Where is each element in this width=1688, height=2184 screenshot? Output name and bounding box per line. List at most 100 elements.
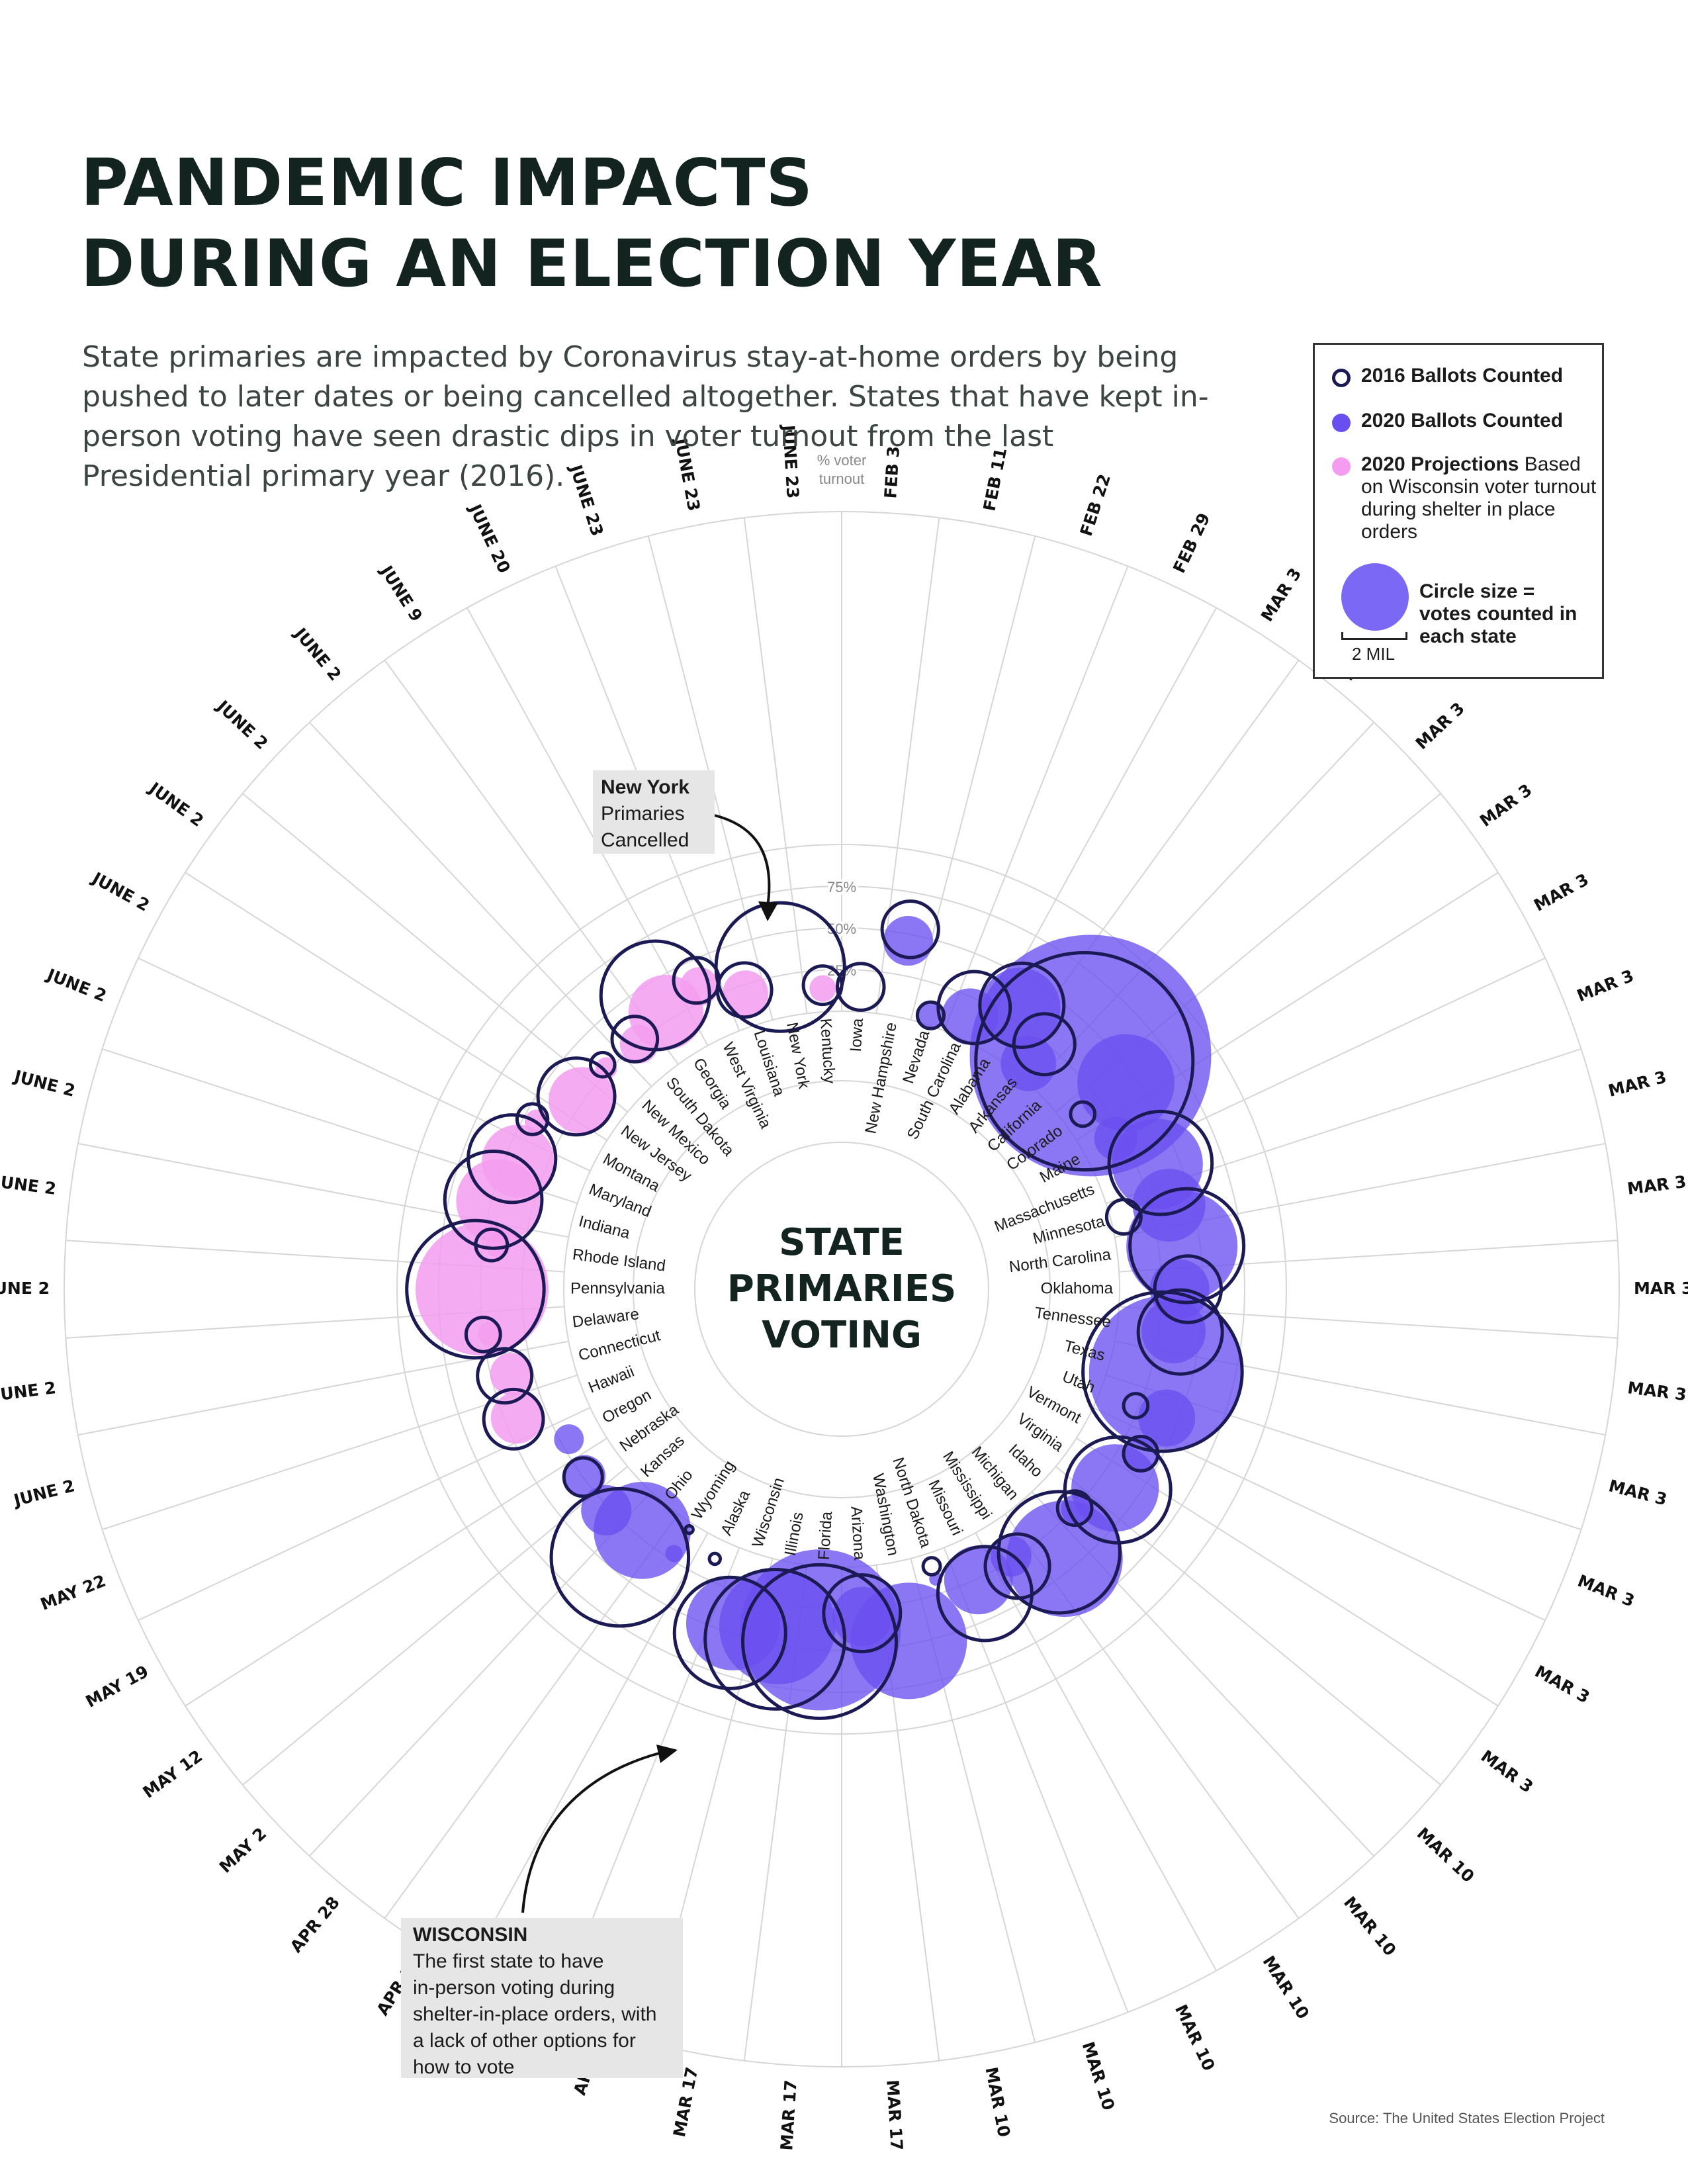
projection-2020-bubble <box>723 970 768 1016</box>
state-label: Delaware <box>571 1305 640 1331</box>
ballots-2016-ring <box>1153 1254 1223 1324</box>
ballots-2016-ring <box>610 1015 660 1064</box>
ballots-2016-ring <box>714 901 846 1033</box>
date-label: MAY 12 <box>140 1747 206 1802</box>
wisconsin-arrow-head <box>656 1745 678 1763</box>
ballots-2016-ring <box>880 899 940 960</box>
state-label: North Carolina <box>1008 1246 1112 1276</box>
ballots-2016-ring <box>801 964 844 1007</box>
date-label: JUNE 2 <box>0 1171 57 1199</box>
date-label: JUNE 9 <box>376 561 426 625</box>
date-label: JUNE 2 <box>290 623 345 684</box>
ballots-2016-ring <box>482 1387 545 1451</box>
ballots-2016-ring <box>1107 1109 1214 1216</box>
date-label: MAR 10 <box>1079 2039 1119 2113</box>
state-label: Oklahoma <box>1041 1279 1114 1297</box>
state-label: Rhode Island <box>572 1246 667 1275</box>
projection-2020-bubble <box>548 1067 615 1134</box>
ballots-2020-bubble <box>1138 1389 1196 1447</box>
ballots-2016-ring <box>835 962 886 1012</box>
title-line-2: DURING AN ELECTION YEAR <box>81 226 1103 302</box>
ballots-2016-ring <box>1012 1012 1077 1077</box>
ballots-2016-ring <box>703 1568 846 1711</box>
ballots-2016-ring <box>978 961 1066 1049</box>
spoke-line <box>975 1532 1217 1972</box>
ballots-2016-ring <box>466 1113 558 1205</box>
state-label: Idaho <box>1005 1441 1046 1481</box>
legend-2016-label: 2016 Ballots Counted <box>1361 365 1564 387</box>
date-label: FEB 29 <box>1169 510 1214 576</box>
new-york-note-line2: Cancelled <box>601 829 689 851</box>
date-label: MAR 17 <box>883 2079 907 2152</box>
date-label: JUNE 2 <box>0 1279 50 1298</box>
spoke-line <box>943 1547 1129 2013</box>
ballots-2016-ring <box>983 1532 1051 1600</box>
ballots-2016-ring <box>562 1456 604 1498</box>
state-label: Arizona <box>847 1506 868 1561</box>
date-label: MAY 19 <box>83 1662 152 1711</box>
scale-label: 2 MIL <box>1352 644 1396 664</box>
date-label: JUNE 2 <box>43 964 109 1005</box>
date-label: MAR 3 <box>1531 870 1591 915</box>
ballots-2016-ring <box>599 939 711 1052</box>
spoke-line <box>943 566 1129 1031</box>
ballots-2016-ring <box>1122 1392 1150 1420</box>
ballots-2016-ring <box>405 1218 546 1360</box>
wisconsin-note-line: in-person voting during <box>413 1977 615 1999</box>
wisconsin-arrow <box>521 1751 662 1913</box>
spoke-line <box>308 1491 652 1857</box>
new-york-arrow-head <box>758 901 778 921</box>
spoke-line <box>384 659 679 1065</box>
state-label: Kentucky <box>817 1018 838 1084</box>
spoke-line <box>308 721 652 1087</box>
date-label: MAR 10 <box>1340 1893 1400 1960</box>
ballots-2016-ring <box>536 1056 617 1137</box>
projection-2020-bubble <box>490 1353 533 1396</box>
date-label: MAR 3 <box>1626 1378 1688 1404</box>
date-label: JUNE 20 <box>465 500 513 576</box>
spoke-line <box>185 1437 607 1707</box>
projection-2020-bubble <box>416 1222 549 1356</box>
date-label: JUNE 2 <box>88 868 153 915</box>
spoke-line <box>466 607 709 1046</box>
ballots-2020-bubble <box>1077 1034 1175 1132</box>
ballots-2016-ring <box>936 1545 1034 1643</box>
size-circle-icon <box>1341 563 1409 631</box>
projection-2020-bubble <box>809 975 836 1002</box>
date-label: MAR 3 <box>1412 699 1468 753</box>
date-label: JUNE 2 <box>212 696 272 753</box>
ballots-2020-bubble <box>944 1545 1013 1615</box>
legend: 2016 Ballots Counted 2020 Ballots Counte… <box>1313 343 1604 679</box>
ballots-2020-bubble <box>554 1424 584 1455</box>
wisconsin-note-line: shelter-in-place orders, with <box>413 2003 657 2025</box>
ballots-2020-bubble <box>563 1455 606 1498</box>
date-label: MAR 3 <box>1607 1476 1669 1509</box>
wisconsin-note: WISCONSIN The first state to have in-per… <box>401 1918 683 2078</box>
ballots-2016-ring <box>715 961 774 1019</box>
ballots-2016-ring <box>1128 1187 1246 1304</box>
ballots-2020-bubble <box>581 1485 632 1536</box>
date-label: MAR 17 <box>777 2079 801 2152</box>
state-label: Illinois <box>781 1510 807 1557</box>
center-label: PRIMARIES <box>727 1267 957 1310</box>
ballots-2016-ring <box>936 970 1012 1046</box>
state-label: Florida <box>815 1510 836 1561</box>
date-label: MAR 3 <box>1476 780 1536 831</box>
ballots-2016-ring <box>1055 1489 1094 1527</box>
legend-size-text: Circle size = votes counted in each stat… <box>1419 580 1577 647</box>
state-label: Tennessee <box>1034 1304 1112 1331</box>
ballots-2020-bubble <box>1006 1500 1123 1617</box>
ballots-2016-ring <box>515 1102 550 1136</box>
center-label: STATE <box>779 1221 905 1264</box>
center-label: VOTING <box>762 1314 922 1357</box>
center-ring <box>694 1142 989 1437</box>
wisconsin-note-line: how to vote <box>413 2056 515 2078</box>
ballots-2016-ring <box>1104 1198 1143 1236</box>
ballots-2016-ring <box>997 1490 1122 1615</box>
state-label: Pennsylvania <box>570 1279 665 1297</box>
date-label: JUNE 2 <box>11 1066 77 1101</box>
date-label: FEB 3 <box>881 445 903 499</box>
scale-bracket-icon <box>1341 632 1407 640</box>
axis-label: turnout <box>819 471 865 487</box>
